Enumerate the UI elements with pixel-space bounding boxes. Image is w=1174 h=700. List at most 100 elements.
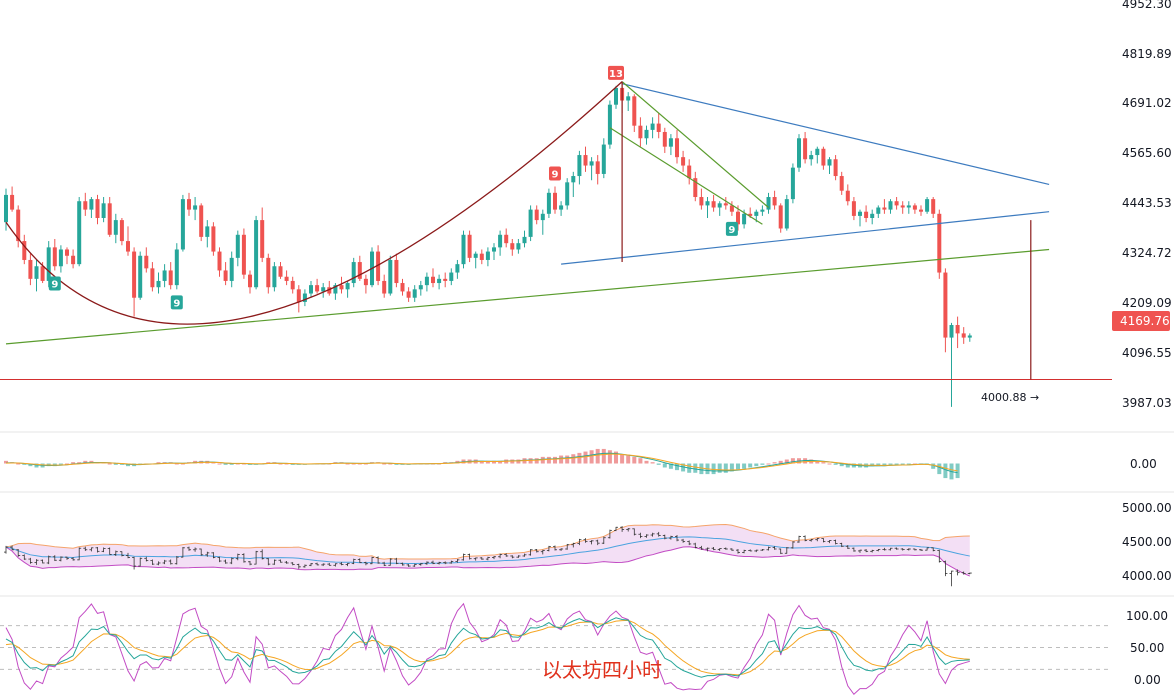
candle-body (65, 249, 69, 256)
kdj-tick: 0.00 (1134, 673, 1161, 687)
candle-body (851, 201, 856, 216)
macd-histogram-bar (876, 463, 881, 467)
candle-body (223, 270, 228, 281)
macd-histogram-bar (363, 463, 368, 465)
candle-body (266, 257, 271, 288)
candle-body (772, 197, 777, 206)
candle-body (150, 268, 155, 288)
candle-body (882, 207, 887, 210)
candle-body (345, 283, 350, 290)
candle-body (595, 161, 600, 174)
macd-histogram-bar (34, 463, 39, 468)
candle-body (797, 138, 801, 168)
macd-histogram-bar (607, 450, 612, 464)
candle-body (510, 243, 515, 250)
macd-histogram-bar (723, 463, 728, 473)
candle-body (193, 205, 198, 210)
candle-body (260, 220, 265, 258)
td-signal-label: 9 (552, 170, 559, 181)
candle-body (711, 201, 716, 208)
candle-body (174, 249, 179, 286)
bollinger-pane[interactable] (4, 523, 972, 587)
trend-line (621, 83, 1050, 186)
td-signal-label: 9 (51, 279, 58, 290)
kdj-pane[interactable] (0, 602, 1112, 695)
macd-histogram-bar (650, 462, 655, 464)
candle-body (919, 209, 923, 212)
macd-histogram-bar (699, 463, 704, 475)
macd-histogram-bar (528, 458, 533, 464)
candle-body (187, 199, 191, 210)
drawing-overlays[interactable] (0, 81, 1112, 381)
kdj-tick: 50.00 (1130, 641, 1164, 655)
candle-body (199, 205, 204, 237)
price-tick: 4324.72 (1122, 246, 1172, 260)
candle-body (912, 205, 917, 210)
candle-body (309, 285, 313, 294)
candle-body (699, 197, 704, 206)
macd-histogram-bar (388, 463, 393, 465)
price-pane[interactable] (4, 81, 972, 407)
candle-body (742, 213, 747, 225)
macd-histogram-bar (754, 463, 759, 467)
macd-histogram-bar (595, 448, 600, 464)
macd-histogram-bar (766, 463, 771, 465)
candle-body (339, 285, 344, 290)
macd-histogram-bar (394, 463, 399, 465)
macd-histogram-bar (107, 463, 112, 465)
candle-body (4, 194, 8, 223)
candle-body (467, 234, 472, 258)
price-tick: 4691.02 (1122, 96, 1172, 110)
candle-body (656, 123, 661, 132)
candle-body (967, 335, 972, 338)
candle-body (272, 266, 277, 288)
trend-line (609, 127, 763, 225)
macd-histogram-bar (717, 463, 722, 473)
candle-body (687, 165, 692, 179)
candle-body (77, 201, 82, 265)
macd-histogram-bar (693, 463, 698, 473)
candle-body (577, 155, 582, 177)
candle-body (876, 207, 881, 214)
candle-body (180, 199, 185, 250)
macd-histogram-bar (113, 463, 118, 465)
macd-histogram-bar (833, 463, 838, 465)
macd-histogram-bar (77, 462, 82, 464)
candle-body (888, 201, 893, 210)
bollinger-upper (5, 523, 970, 560)
candle-body (949, 325, 954, 338)
low-price-annotation: 4000.88 → (981, 391, 1039, 404)
candle-body (40, 266, 45, 281)
td-signal-badge (170, 295, 183, 310)
last-price-badge (1112, 311, 1170, 331)
candle-body (241, 234, 246, 275)
bollinger-mid (5, 536, 970, 565)
macd-histogram-bar (943, 463, 948, 479)
candle-body (955, 325, 960, 334)
candle-body (28, 259, 33, 279)
macd-histogram-bar (223, 463, 228, 465)
candle-body (406, 291, 411, 298)
candle-body (315, 285, 320, 292)
td-signal-labels: 9 9 9 13 9 (48, 65, 738, 310)
candle-body (132, 251, 137, 298)
candle-body (52, 247, 57, 267)
macd-histogram-bar (126, 463, 130, 467)
macd-histogram-bar (577, 452, 582, 464)
candle-body (327, 287, 332, 294)
macd-histogram-bar (351, 463, 356, 465)
td-signal-badge (608, 65, 624, 80)
macd-histogram-bar (22, 463, 27, 465)
candle-body (46, 247, 51, 281)
candle-body (400, 283, 405, 292)
candle-body (839, 176, 844, 191)
price-axis[interactable]: 4952.30 4819.89 4691.02 4565.60 4443.53 … (1112, 0, 1172, 687)
candle-body (833, 159, 838, 177)
macd-histogram-bar (278, 463, 283, 465)
candle-body (424, 276, 429, 286)
macd-histogram-bar (668, 463, 673, 469)
macd-pane[interactable] (4, 448, 960, 480)
candle-body (394, 259, 399, 284)
bollinger-tick: 5000.00 (1122, 501, 1172, 515)
